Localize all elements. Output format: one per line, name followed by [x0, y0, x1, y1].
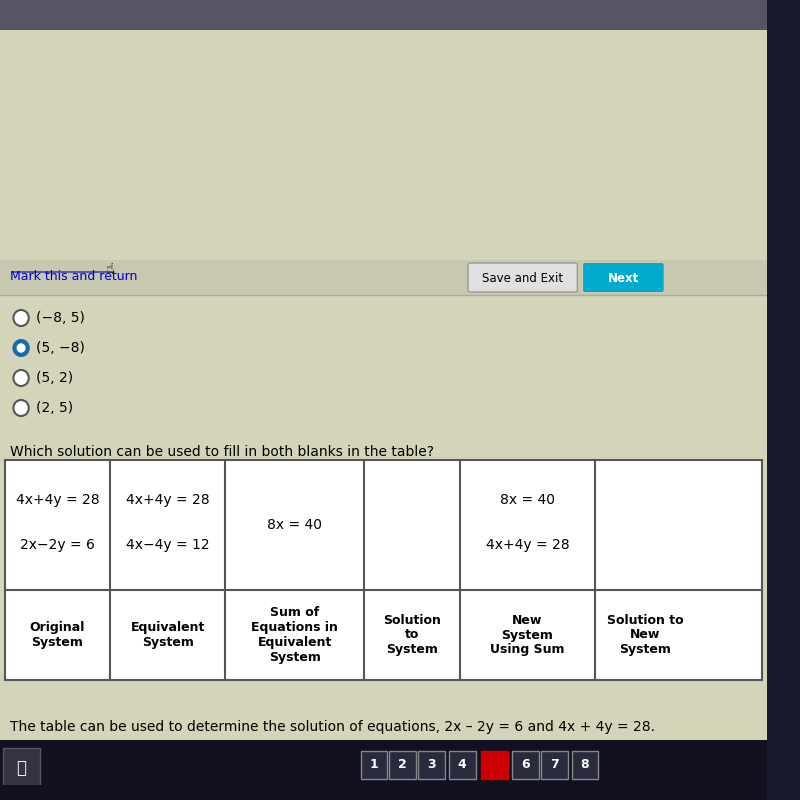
Text: (5, 2): (5, 2) [37, 371, 74, 385]
Circle shape [14, 340, 29, 356]
Text: 🔒: 🔒 [16, 759, 26, 777]
FancyBboxPatch shape [512, 751, 539, 779]
Text: 7: 7 [550, 758, 558, 771]
Text: 4x−4y = 12: 4x−4y = 12 [126, 538, 210, 552]
Text: 1: 1 [370, 758, 378, 771]
FancyBboxPatch shape [0, 0, 767, 30]
Text: Which solution can be used to fill in both blanks in the table?: Which solution can be used to fill in bo… [10, 445, 434, 459]
Text: Original
System: Original System [30, 621, 86, 649]
Circle shape [14, 310, 29, 326]
Text: 2: 2 [398, 758, 407, 771]
FancyBboxPatch shape [541, 751, 568, 779]
FancyBboxPatch shape [5, 460, 762, 680]
Text: 8x = 40: 8x = 40 [267, 518, 322, 532]
FancyBboxPatch shape [418, 751, 445, 779]
Text: 2x−2y = 6: 2x−2y = 6 [20, 538, 95, 552]
Text: 4x+4y = 28: 4x+4y = 28 [16, 493, 99, 507]
Text: 8x = 40: 8x = 40 [500, 493, 555, 507]
FancyBboxPatch shape [390, 751, 416, 779]
FancyBboxPatch shape [482, 751, 508, 779]
FancyBboxPatch shape [0, 260, 767, 295]
FancyBboxPatch shape [468, 263, 578, 292]
FancyBboxPatch shape [572, 751, 598, 779]
Text: Solution
to
System: Solution to System [383, 614, 442, 657]
Text: ☝: ☝ [106, 262, 114, 276]
Text: Sum of
Equations in
Equivalent
System: Sum of Equations in Equivalent System [251, 606, 338, 664]
Text: 4: 4 [458, 758, 466, 771]
FancyBboxPatch shape [449, 751, 476, 779]
Text: Equivalent
System: Equivalent System [130, 621, 205, 649]
Text: Solution to
New
System: Solution to New System [606, 614, 683, 657]
Text: (2, 5): (2, 5) [37, 401, 74, 415]
Text: (5, −8): (5, −8) [37, 341, 86, 355]
FancyBboxPatch shape [0, 740, 767, 800]
Text: 8: 8 [581, 758, 590, 771]
Text: 4x+4y = 28: 4x+4y = 28 [486, 538, 570, 552]
FancyBboxPatch shape [0, 0, 767, 740]
Text: Mark this and return: Mark this and return [10, 270, 137, 283]
Text: 3: 3 [427, 758, 436, 771]
Circle shape [18, 344, 25, 352]
Text: 6: 6 [522, 758, 530, 771]
FancyBboxPatch shape [0, 785, 767, 800]
Circle shape [14, 400, 29, 416]
Text: The table can be used to determine the solution of equations, 2x – 2y = 6 and 4x: The table can be used to determine the s… [10, 720, 654, 734]
FancyBboxPatch shape [361, 751, 387, 779]
FancyBboxPatch shape [583, 263, 664, 292]
Circle shape [14, 370, 29, 386]
Text: (−8, 5): (−8, 5) [37, 311, 86, 325]
Text: Save and Exit: Save and Exit [482, 271, 563, 285]
FancyBboxPatch shape [3, 748, 40, 787]
Text: Next: Next [608, 271, 639, 285]
Text: New
System
Using Sum: New System Using Sum [490, 614, 565, 657]
Text: 4x+4y = 28: 4x+4y = 28 [126, 493, 210, 507]
